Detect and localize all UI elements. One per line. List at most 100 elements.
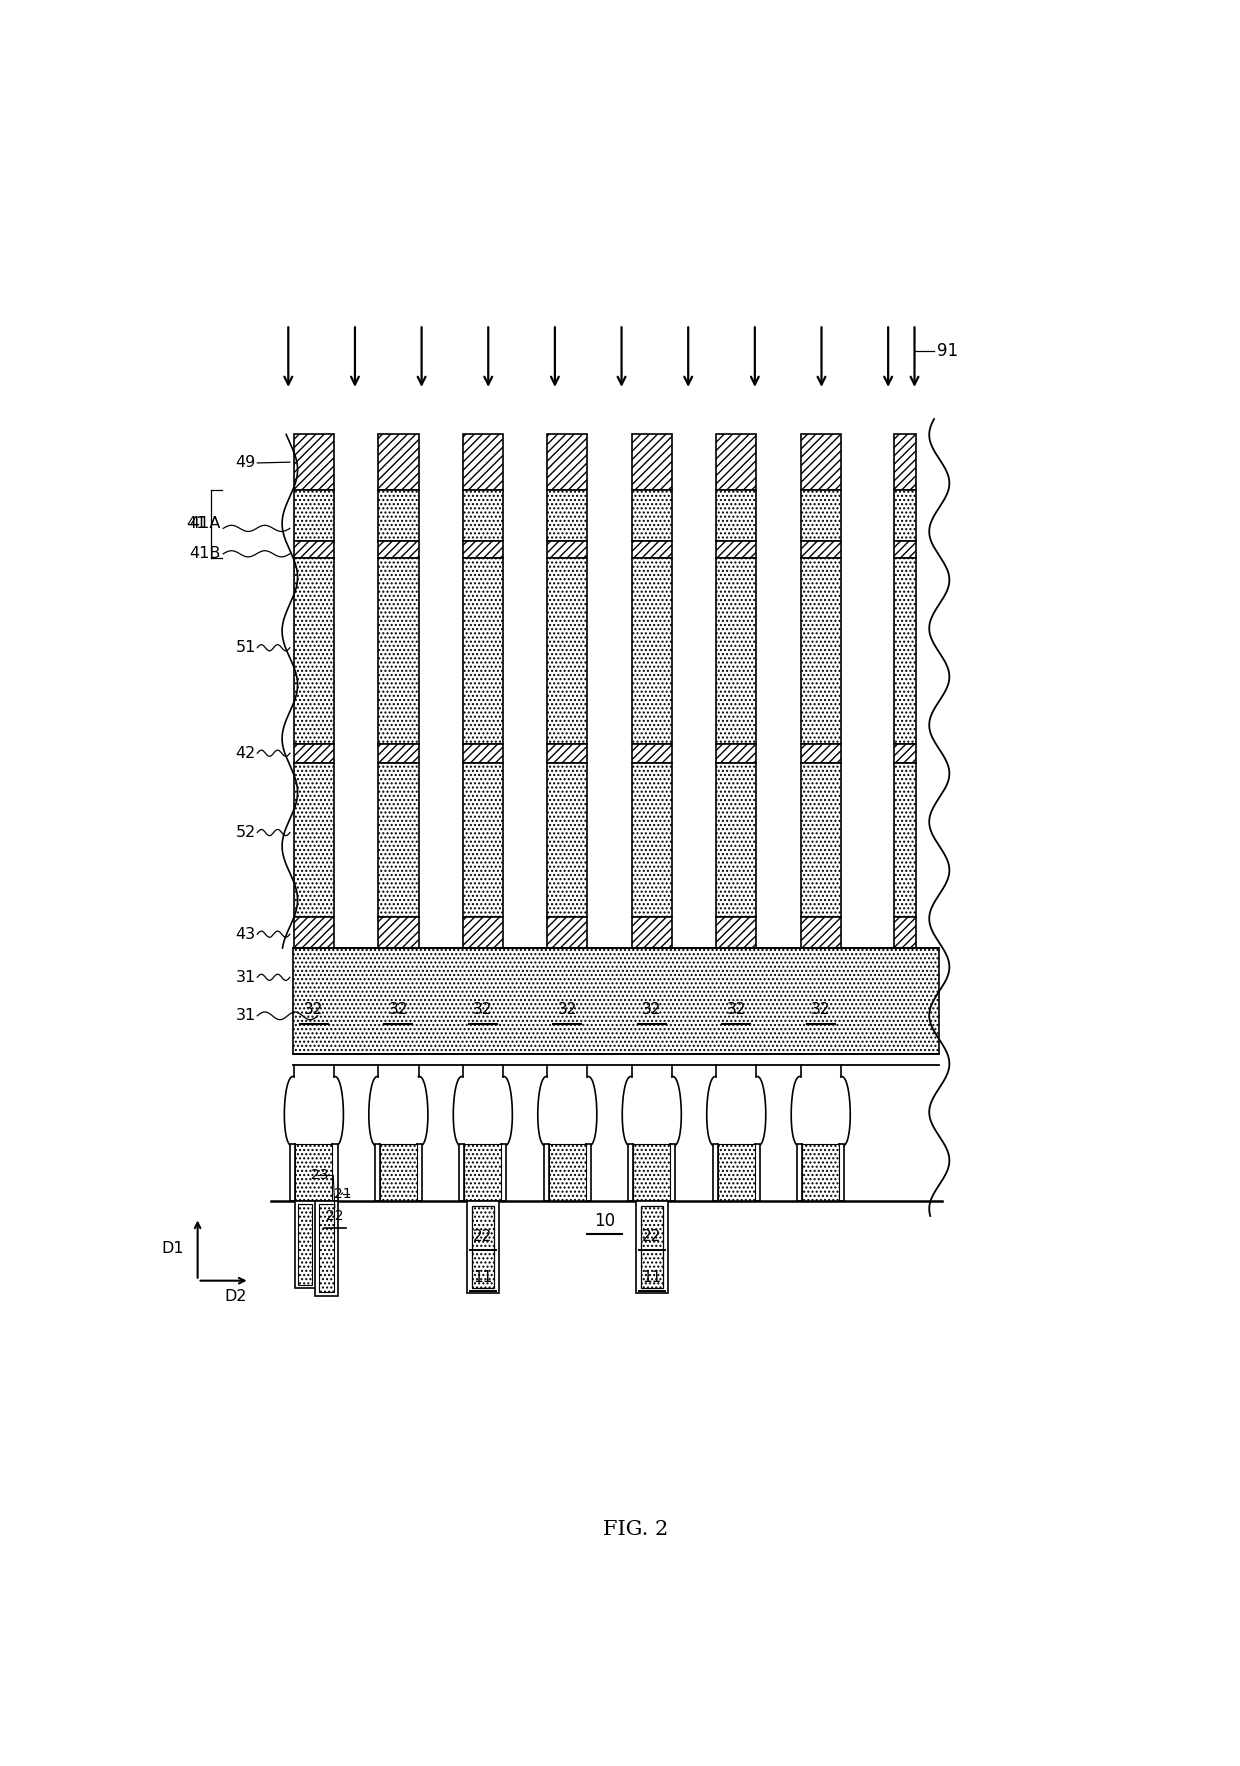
Text: D2: D2 [224, 1289, 247, 1303]
Polygon shape [791, 1065, 851, 1153]
Bar [631, 542, 672, 558]
Bar [547, 489, 588, 542]
Bar [717, 434, 756, 489]
Text: 49: 49 [236, 456, 255, 470]
Bar [293, 948, 940, 1054]
Bar [717, 542, 756, 558]
Bar [631, 743, 672, 763]
Polygon shape [368, 1065, 428, 1153]
Bar [463, 434, 503, 489]
Text: 10: 10 [594, 1213, 615, 1231]
Polygon shape [622, 1065, 681, 1153]
Bar [634, 1144, 671, 1201]
Bar [547, 542, 588, 558]
Bar [315, 1201, 337, 1296]
Text: FIG. 2: FIG. 2 [603, 1521, 668, 1538]
Bar [378, 917, 419, 948]
Bar [378, 434, 419, 489]
Text: 41A: 41A [190, 516, 221, 530]
Text: 31: 31 [236, 970, 255, 985]
Bar [463, 763, 503, 917]
Bar [294, 542, 334, 558]
Text: 32: 32 [811, 1001, 831, 1017]
Bar [755, 1144, 760, 1201]
Bar [501, 1144, 506, 1201]
Bar [547, 917, 588, 948]
Text: 41: 41 [186, 516, 207, 532]
Polygon shape [454, 1065, 512, 1153]
Bar [294, 763, 334, 917]
Bar [294, 917, 334, 948]
Bar [717, 763, 756, 917]
Bar [713, 1144, 718, 1201]
Bar [378, 542, 419, 558]
Bar [894, 743, 916, 763]
Bar [717, 917, 756, 948]
Bar [894, 489, 916, 542]
Polygon shape [284, 1065, 343, 1153]
Polygon shape [707, 1065, 766, 1153]
Text: 31: 31 [236, 1008, 255, 1023]
Text: 41B: 41B [190, 546, 221, 562]
Polygon shape [284, 1065, 343, 1153]
Bar [459, 1144, 464, 1201]
Polygon shape [791, 1065, 851, 1153]
Bar [549, 1144, 587, 1201]
Text: 32: 32 [642, 1001, 661, 1017]
Bar [319, 1204, 334, 1293]
Bar [801, 917, 841, 948]
Text: 22: 22 [474, 1229, 492, 1245]
Text: 11: 11 [642, 1270, 661, 1286]
Bar [801, 434, 841, 489]
Bar [294, 434, 334, 489]
Bar [894, 917, 916, 948]
Bar [802, 1144, 839, 1201]
Bar [463, 489, 503, 542]
Bar [801, 558, 841, 743]
Text: 91: 91 [937, 343, 959, 360]
Text: 22: 22 [326, 1210, 343, 1224]
Bar [671, 1144, 676, 1201]
Bar [417, 1144, 422, 1201]
Bar [718, 1144, 755, 1201]
Bar [801, 763, 841, 917]
Bar [463, 542, 503, 558]
Bar [631, 763, 672, 917]
Bar [801, 743, 841, 763]
Bar [471, 1206, 494, 1287]
Bar [547, 743, 588, 763]
Bar [294, 489, 334, 542]
Bar [894, 542, 916, 558]
Bar [631, 489, 672, 542]
Polygon shape [538, 1065, 596, 1153]
Bar [543, 1144, 548, 1201]
Bar [635, 1201, 668, 1293]
Text: 42: 42 [236, 745, 255, 761]
Polygon shape [707, 1065, 766, 1153]
Text: 22: 22 [642, 1229, 661, 1245]
Bar [631, 434, 672, 489]
Bar [839, 1144, 844, 1201]
Bar [547, 558, 588, 743]
Bar [290, 1144, 295, 1201]
Bar [378, 489, 419, 542]
Bar [466, 1201, 498, 1293]
Bar [464, 1144, 501, 1201]
Bar [295, 1144, 332, 1201]
Bar [894, 763, 916, 917]
Bar [463, 558, 503, 743]
Bar [717, 489, 756, 542]
Bar [374, 1144, 379, 1201]
Text: 32: 32 [304, 1001, 324, 1017]
Bar [294, 558, 334, 743]
Bar [547, 763, 588, 917]
Bar [332, 1144, 337, 1201]
Polygon shape [454, 1065, 512, 1153]
Text: 23: 23 [310, 1167, 329, 1181]
Bar [894, 558, 916, 743]
Bar [547, 434, 588, 489]
Polygon shape [368, 1065, 428, 1153]
Bar [629, 1144, 634, 1201]
Text: 11: 11 [474, 1270, 492, 1286]
Bar [294, 743, 334, 763]
